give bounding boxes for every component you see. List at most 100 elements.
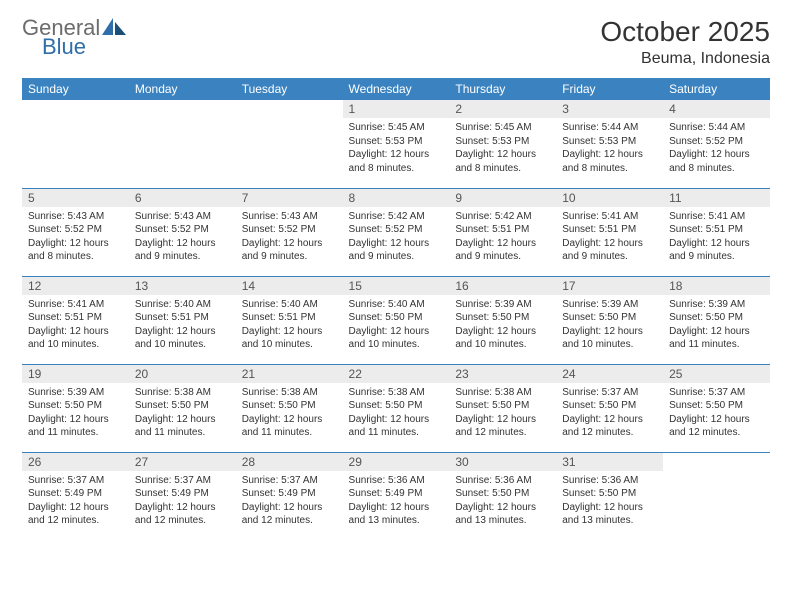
sunrise-line: Sunrise: 5:41 AM (28, 298, 123, 312)
day-number: 31 (556, 453, 663, 471)
day-number: 17 (556, 277, 663, 295)
sunset-line: Sunset: 5:50 PM (562, 311, 657, 325)
day-body: Sunrise: 5:41 AMSunset: 5:51 PMDaylight:… (22, 295, 129, 356)
day-body: Sunrise: 5:38 AMSunset: 5:50 PMDaylight:… (449, 383, 556, 444)
day-body: Sunrise: 5:41 AMSunset: 5:51 PMDaylight:… (556, 207, 663, 268)
sunrise-line: Sunrise: 5:43 AM (135, 210, 230, 224)
daylight-line: Daylight: 12 hours and 12 minutes. (135, 501, 230, 528)
daylight-line: Daylight: 12 hours and 10 minutes. (135, 325, 230, 352)
sunrise-line: Sunrise: 5:37 AM (669, 386, 764, 400)
day-number: 24 (556, 365, 663, 383)
day-body: Sunrise: 5:36 AMSunset: 5:49 PMDaylight:… (343, 471, 450, 532)
sunrise-line: Sunrise: 5:45 AM (455, 121, 550, 135)
day-number: 2 (449, 100, 556, 118)
sunset-line: Sunset: 5:51 PM (135, 311, 230, 325)
day-body: Sunrise: 5:37 AMSunset: 5:50 PMDaylight:… (663, 383, 770, 444)
sunrise-line: Sunrise: 5:43 AM (242, 210, 337, 224)
day-cell: 2Sunrise: 5:45 AMSunset: 5:53 PMDaylight… (449, 100, 556, 188)
day-body: Sunrise: 5:44 AMSunset: 5:52 PMDaylight:… (663, 118, 770, 179)
day-cell (22, 100, 129, 188)
sunset-line: Sunset: 5:52 PM (242, 223, 337, 237)
day-cell (663, 452, 770, 540)
daylight-line: Daylight: 12 hours and 12 minutes. (562, 413, 657, 440)
day-number: 11 (663, 189, 770, 207)
day-number: 19 (22, 365, 129, 383)
week-row: 26 Sunrise: 5:37 AM Sunset: 5:49 PM Dayligh… (22, 452, 770, 540)
sunset-line: Sunset: 5:52 PM (669, 135, 764, 149)
week-row: 12Sunrise: 5:41 AMSunset: 5:51 PMDayligh… (22, 276, 770, 364)
sunrise-line: Sunrise: 5:36 AM (349, 474, 444, 488)
day-cell: 31Sunrise: 5:36 AMSunset: 5:50 PMDayligh… (556, 452, 663, 540)
sunset-line: Sunset: 5:49 PM (242, 487, 337, 501)
day-cell: 14Sunrise: 5:40 AMSunset: 5:51 PMDayligh… (236, 276, 343, 364)
day-cell: 3Sunrise: 5:44 AMSunset: 5:53 PMDaylight… (556, 100, 663, 188)
day-number: 9 (449, 189, 556, 207)
sunrise-line: Sunrise: 5:36 AM (455, 474, 550, 488)
sunrise-line: Sunrise: 5:39 AM (669, 298, 764, 312)
day-number: 10 (556, 189, 663, 207)
day-number: 26 (22, 453, 129, 471)
day-body: Sunrise: 5:38 AMSunset: 5:50 PMDaylight:… (129, 383, 236, 444)
day-cell: 27Sunrise: 5:37 AMSunset: 5:49 PMDayligh… (129, 452, 236, 540)
day-body: Sunrise: 5:45 AMSunset: 5:53 PMDaylight:… (449, 118, 556, 179)
day-body: Sunrise: 5:43 AMSunset: 5:52 PMDaylight:… (129, 207, 236, 268)
daylight-line: Daylight: 12 hours and 12 minutes. (669, 413, 764, 440)
logo-word2: Blue (42, 35, 100, 58)
day-cell (236, 100, 343, 188)
weekday-header-row: Sunday Monday Tuesday Wednesday Thursday… (22, 78, 770, 100)
daylight-line: Daylight: 12 hours and 11 minutes. (28, 413, 123, 440)
day-number: 21 (236, 365, 343, 383)
day-body: Sunrise: 5:43 AMSunset: 5:52 PMDaylight:… (236, 207, 343, 268)
daylight-line: Daylight: 12 hours and 9 minutes. (562, 237, 657, 264)
day-cell: 12Sunrise: 5:41 AMSunset: 5:51 PMDayligh… (22, 276, 129, 364)
day-number: 30 (449, 453, 556, 471)
sunrise-line: Sunrise: 5:41 AM (669, 210, 764, 224)
location: Beuma, Indonesia (600, 50, 770, 68)
day-body: Sunrise: 5:43 AMSunset: 5:52 PMDaylight:… (22, 207, 129, 268)
weekday-header: Wednesday (343, 78, 450, 100)
sunrise-line: Sunrise: 5:45 AM (349, 121, 444, 135)
sunset-line: Sunset: 5:50 PM (455, 399, 550, 413)
day-number: 13 (129, 277, 236, 295)
daylight-line: Daylight: 12 hours and 12 minutes. (455, 413, 550, 440)
sunrise-line: Sunrise: 5:37 AM (28, 474, 123, 488)
day-number: 29 (343, 453, 450, 471)
day-number: 1 (343, 100, 450, 118)
sunset-line: Sunset: 5:49 PM (349, 487, 444, 501)
day-number: 18 (663, 277, 770, 295)
day-number: 20 (129, 365, 236, 383)
sunset-line: Sunset: 5:50 PM (135, 399, 230, 413)
day-body: Sunrise: 5:41 AMSunset: 5:51 PMDaylight:… (663, 207, 770, 268)
daylight-line: Daylight: 12 hours and 8 minutes. (349, 148, 444, 175)
weekday-header: Friday (556, 78, 663, 100)
day-number: 25 (663, 365, 770, 383)
sunrise-line: Sunrise: 5:37 AM (562, 386, 657, 400)
sunrise-line: Sunrise: 5:40 AM (242, 298, 337, 312)
day-cell: 28Sunrise: 5:37 AMSunset: 5:49 PMDayligh… (236, 452, 343, 540)
daylight-line: Daylight: 12 hours and 12 minutes. (28, 501, 123, 528)
day-number: 12 (22, 277, 129, 295)
weekday-header: Tuesday (236, 78, 343, 100)
sunrise-line: Sunrise: 5:39 AM (28, 386, 123, 400)
sunrise-line: Sunrise: 5:36 AM (562, 474, 657, 488)
day-body: Sunrise: 5:40 AMSunset: 5:51 PMDaylight:… (129, 295, 236, 356)
sunrise-line: Sunrise: 5:38 AM (242, 386, 337, 400)
day-body: Sunrise: 5:39 AMSunset: 5:50 PMDaylight:… (22, 383, 129, 444)
daylight-line: Daylight: 12 hours and 10 minutes. (242, 325, 337, 352)
day-cell: 19Sunrise: 5:39 AMSunset: 5:50 PMDayligh… (22, 364, 129, 452)
day-body: Sunrise: 5:45 AMSunset: 5:53 PMDaylight:… (343, 118, 450, 179)
day-body: Sunrise: 5:39 AMSunset: 5:50 PMDaylight:… (663, 295, 770, 356)
sunrise-line: Sunrise: 5:37 AM (135, 474, 230, 488)
sunrise-line: Sunrise: 5:44 AM (669, 121, 764, 135)
day-body: Sunrise: 5:40 AMSunset: 5:51 PMDaylight:… (236, 295, 343, 356)
day-cell: 4Sunrise: 5:44 AMSunset: 5:52 PMDaylight… (663, 100, 770, 188)
sunset-line: Sunset: 5:50 PM (562, 399, 657, 413)
day-number: 5 (22, 189, 129, 207)
daylight-line: Daylight: 12 hours and 13 minutes. (562, 501, 657, 528)
weekday-header: Monday (129, 78, 236, 100)
daylight-line: Daylight: 12 hours and 9 minutes. (135, 237, 230, 264)
title-block: October 2025 Beuma, Indonesia (600, 16, 770, 68)
sunset-line: Sunset: 5:53 PM (349, 135, 444, 149)
day-number: 14 (236, 277, 343, 295)
page-title: October 2025 (600, 16, 770, 48)
